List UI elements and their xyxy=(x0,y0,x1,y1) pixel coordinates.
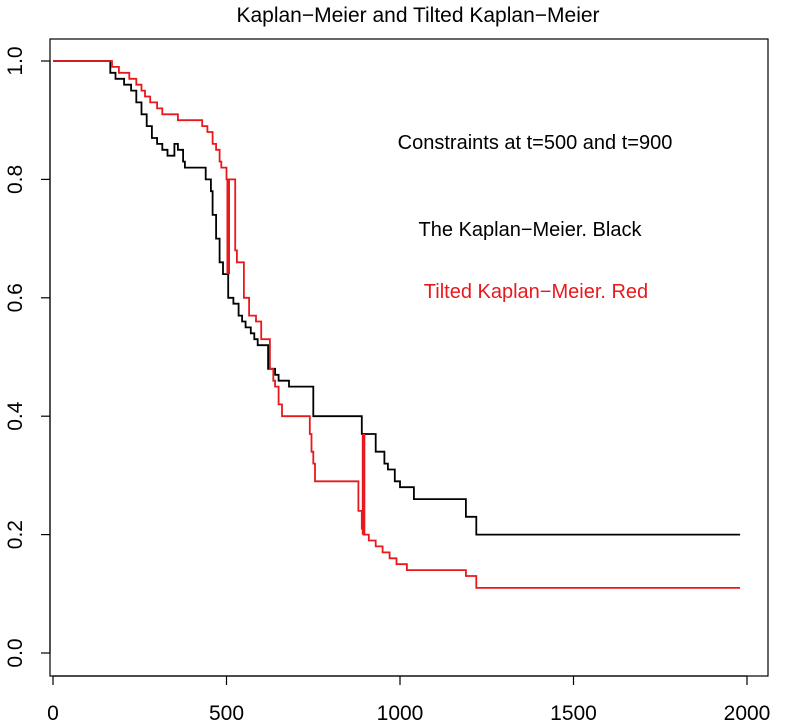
y-tick-label: 0.0 xyxy=(4,638,27,667)
y-tick-label: 0.8 xyxy=(4,165,27,194)
x-tick-label: 500 xyxy=(209,702,244,725)
x-tick-label: 2000 xyxy=(724,702,771,725)
x-tick-label: 1500 xyxy=(550,702,597,725)
x-tick-label: 1000 xyxy=(377,702,424,725)
annotation-text: Tilted Kaplan−Meier. Red xyxy=(424,281,648,303)
x-axis: 0 500 1000 1500 2000 xyxy=(47,675,771,725)
y-tick-label: 1.0 xyxy=(4,46,27,75)
y-tick-label: 0.6 xyxy=(4,283,27,312)
series-line-kaplan-meier xyxy=(53,60,741,536)
chart-title: Kaplan−Meier and Tilted Kaplan−Meier xyxy=(236,4,599,27)
series-line-tilted-kaplan-meier xyxy=(53,60,741,589)
y-tick-label: 0.4 xyxy=(4,401,27,431)
y-tick-label: 0.2 xyxy=(4,520,27,549)
series-layer xyxy=(53,60,741,589)
annotations: Constraints at t=500 and t=900 The Kaplan… xyxy=(398,132,673,303)
annotation-text: The Kaplan−Meier. Black xyxy=(419,219,643,241)
x-tick-label: 0 xyxy=(47,702,59,725)
y-axis: 0.0 0.2 0.4 0.6 0.8 1.0 xyxy=(4,46,51,668)
annotation-text: Constraints at t=500 and t=900 xyxy=(398,132,673,154)
